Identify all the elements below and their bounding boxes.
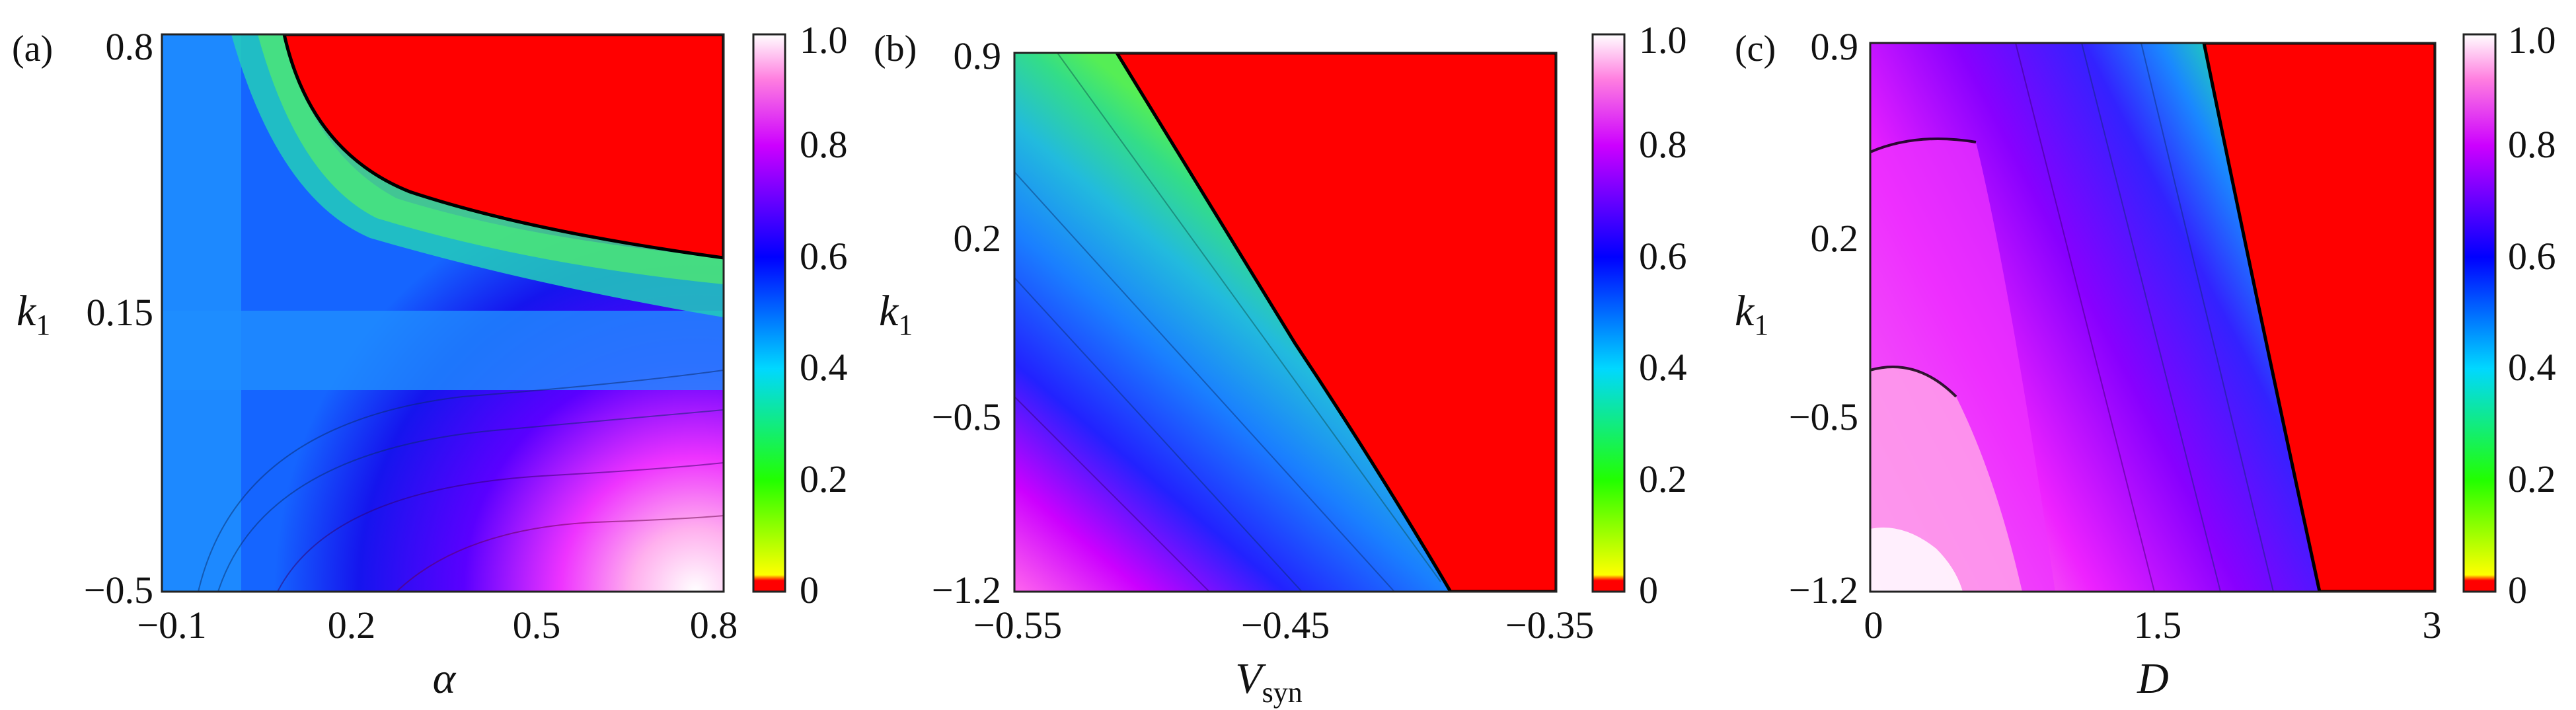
panel-a-frame — [161, 33, 725, 593]
panel-c: (c) −1.2 −0.5 0.2 0.9 k1 0 1.5 3 D 0 — [1735, 19, 2556, 703]
panel-c-cbar-tick: 0.4 — [2508, 346, 2556, 389]
panel-b-heatmap — [1014, 53, 1556, 592]
panel-a-cbar-tick: 0.2 — [800, 457, 848, 500]
panel-b-xtick: −0.55 — [973, 604, 1062, 647]
panel-c-cbar-tick: 0.8 — [2508, 123, 2556, 166]
panel-a-ylabel: k1 — [17, 287, 50, 341]
panel-a: (a) −0.5 0.15 0.8 k1 −0.1 0.2 0.5 — [12, 19, 848, 703]
panel-b-cbar-tick: 0.8 — [1639, 123, 1687, 166]
panel-b-ytick: −1.2 — [932, 569, 1001, 611]
panel-b-xlabel: Vsyn — [1235, 654, 1302, 709]
panel-a-cbar-tick: 0.6 — [800, 235, 848, 278]
panel-b-cbar-tick: 0.4 — [1639, 346, 1687, 389]
panel-c-ytick: −1.2 — [1789, 569, 1858, 611]
panel-b-ytick: −0.5 — [932, 395, 1001, 438]
panel-c-xlabel: D — [2137, 654, 2169, 703]
panel-b-xtick: −0.35 — [1505, 604, 1594, 647]
panel-b-red-region — [1115, 53, 1556, 592]
panel-c-xtick: 3 — [2423, 604, 2442, 647]
panel-b-ytick: 0.2 — [954, 217, 1002, 260]
panel-b-cbar-tick: 0.6 — [1639, 235, 1687, 278]
panel-b-xtick: −0.45 — [1241, 604, 1330, 647]
panel-c-cbar-tick: 0.2 — [2508, 457, 2556, 500]
panel-a-xtick: 0.2 — [328, 604, 376, 647]
panel-c-heatmap — [1870, 43, 2435, 592]
panel-a-xtick: −0.1 — [137, 604, 206, 647]
panel-a-xtick: 0.5 — [513, 604, 561, 647]
panel-a-cbar-tick: 0.8 — [800, 123, 848, 166]
panel-b-cbar-tick: 0 — [1639, 569, 1658, 611]
panel-b-frame — [1013, 52, 1558, 593]
panel-c-ylabel: k1 — [1735, 287, 1768, 341]
panel-a-red-region — [282, 34, 724, 260]
panel-a-heatmap — [162, 34, 724, 592]
panel-a-xtick: 0.8 — [690, 604, 738, 647]
panel-b: (b) −1.2 −0.5 0.2 0.9 k1 −0.55 −0.45 −0.… — [874, 19, 1687, 709]
panel-c-label: (c) — [1735, 28, 1776, 69]
panel-c-ytick: 0.9 — [1811, 25, 1859, 68]
panel-c-xtick: 0 — [1864, 604, 1883, 647]
panel-b-colorbar: 0 0.2 0.4 0.6 0.8 1.0 — [1591, 19, 1687, 611]
panel-b-ytick: 0.9 — [954, 34, 1002, 77]
panel-b-cbar-tick: 0.2 — [1639, 457, 1687, 500]
panel-a-cbar-tick: 0 — [800, 569, 819, 611]
panel-c-colorbar: 0 0.2 0.4 0.6 0.8 1.0 — [2462, 19, 2556, 611]
panel-a-xlabel: α — [433, 654, 457, 703]
panel-b-label: (b) — [874, 28, 917, 69]
panel-a-ytick: −0.5 — [84, 569, 153, 611]
panel-c-red-region — [2202, 43, 2435, 592]
panel-c-frame — [1869, 42, 2437, 593]
panel-c-cbar-tick: 1.0 — [2508, 19, 2556, 61]
panel-a-ytick: 0.15 — [87, 291, 154, 334]
panel-b-cbar-tick: 1.0 — [1639, 19, 1687, 61]
panel-a-ytick: 0.8 — [106, 25, 154, 68]
panel-a-colorbar: 0 0.2 0.4 0.6 0.8 1.0 — [752, 19, 848, 611]
panel-c-xtick: 1.5 — [2134, 604, 2182, 647]
panel-c-ytick: −0.5 — [1789, 395, 1858, 438]
panel-a-cbar-tick: 0.4 — [800, 346, 848, 389]
panel-a-cbar-tick: 1.0 — [800, 19, 848, 61]
panel-b-ylabel: k1 — [879, 287, 913, 341]
panel-c-cbar-tick: 0.6 — [2508, 235, 2556, 278]
panel-c-cbar-tick: 0 — [2508, 569, 2527, 611]
panel-a-label: (a) — [12, 28, 53, 69]
panel-c-ytick: 0.2 — [1811, 217, 1859, 260]
